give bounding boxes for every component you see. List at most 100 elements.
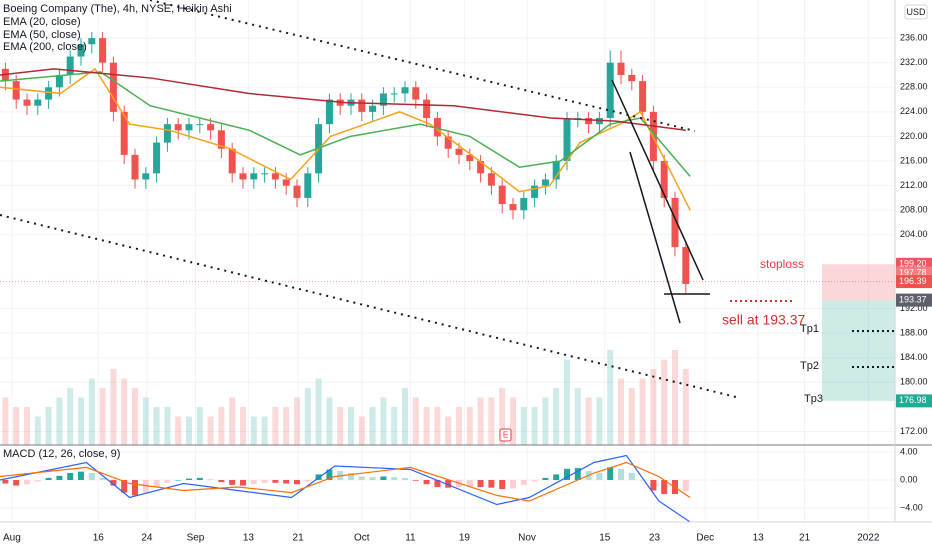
candle-body — [142, 173, 150, 180]
y-tick-label: 180.00 — [900, 377, 928, 387]
macd-histogram-bar — [402, 477, 409, 480]
candle-body — [23, 99, 31, 106]
volume-bar — [153, 407, 160, 445]
candle-body — [531, 185, 539, 198]
y-tick-label: 188.00 — [900, 328, 928, 338]
legend-entry: EMA (20, close) — [3, 16, 81, 28]
macd-histogram-bar — [391, 477, 398, 480]
macd-histogram-bar — [434, 480, 441, 487]
candle-body — [207, 124, 215, 131]
macd-histogram-bar — [2, 480, 9, 484]
macd-histogram-bar — [34, 480, 41, 482]
candle-body — [498, 185, 506, 205]
macd-histogram-bar — [499, 480, 506, 490]
macd-histogram-bar — [326, 469, 333, 480]
macd-histogram-bar — [240, 480, 247, 486]
x-tick-label: 15 — [599, 533, 611, 544]
y-tick-label: 172.00 — [900, 426, 928, 436]
candle-body — [487, 173, 495, 186]
volume-bar — [607, 350, 614, 445]
volume-bar — [294, 397, 301, 445]
x-tick-label: 21 — [799, 533, 811, 544]
lower-trendline — [0, 214, 741, 399]
candle-body — [174, 124, 182, 131]
volume-bar — [13, 407, 20, 445]
volume-bar — [531, 407, 538, 445]
macd-tick-label: 4.00 — [900, 446, 918, 456]
ema-line — [0, 71, 691, 177]
macd-histogram-bar — [250, 480, 257, 485]
price-label-bg — [896, 293, 932, 307]
macd-histogram-bar — [628, 473, 635, 480]
candle-body — [153, 142, 161, 174]
currency-box[interactable] — [904, 4, 928, 20]
y-tick-label: 212.00 — [900, 180, 928, 190]
candle-body — [88, 38, 96, 45]
candle-body — [520, 197, 528, 211]
price-label: 197.78 — [899, 267, 927, 277]
candle-body — [261, 173, 269, 175]
candle-body — [671, 197, 679, 248]
x-tick-label: 16 — [93, 533, 105, 544]
macd-histogram-bar — [218, 480, 225, 483]
volume-bar — [132, 388, 139, 445]
candle-body — [628, 74, 636, 82]
volume-bar — [358, 416, 365, 445]
volume-bar — [164, 407, 171, 445]
macd-histogram-bar — [78, 471, 85, 480]
macd-histogram-bar — [358, 476, 365, 480]
macd-histogram-bar — [99, 477, 106, 480]
macd-histogram-bar — [261, 480, 268, 483]
volume-bar — [542, 397, 549, 445]
x-tick-label: 19 — [459, 533, 471, 544]
volume-bar — [402, 388, 409, 445]
y-tick-label: 228.00 — [900, 82, 928, 92]
macd-title: MACD (12, 26, close, 9) — [3, 448, 120, 460]
volume-bar — [412, 397, 419, 445]
candle-body — [617, 62, 625, 75]
macd-histogram-bar — [164, 480, 171, 483]
candle-body — [552, 161, 560, 180]
candle-body — [682, 247, 690, 284]
macd-histogram-bar — [186, 478, 193, 480]
legend-entry: EMA (50, close) — [3, 29, 81, 41]
price-label-bg — [896, 394, 932, 408]
macd-histogram-bar — [488, 480, 495, 488]
macd-histogram-bar — [153, 480, 160, 487]
macd-histogram-bar — [142, 480, 149, 493]
volume-bar — [574, 388, 581, 445]
y-tick-label: 192.00 — [900, 303, 928, 313]
macd-histogram-bar — [132, 480, 139, 496]
candle-body — [358, 99, 366, 112]
candle-body — [444, 136, 452, 149]
candle-body — [401, 87, 409, 94]
x-tick-label: 2022 — [857, 533, 880, 544]
volume-bar — [672, 350, 679, 445]
volume-bar — [261, 416, 268, 445]
volume-bar — [121, 378, 128, 445]
price-label: 193.37 — [899, 295, 927, 305]
volume-bar — [423, 407, 430, 445]
x-tick-label: 23 — [649, 533, 661, 544]
x-tick-label: Nov — [518, 533, 536, 544]
x-tick-label: 21 — [293, 533, 305, 544]
x-tick-label: 13 — [243, 533, 255, 544]
signal-line — [0, 461, 691, 502]
y-tick-label: 232.00 — [900, 57, 928, 67]
tp-label: Tp2 — [800, 360, 819, 372]
candle-body — [477, 161, 485, 174]
volume-bar — [682, 369, 689, 445]
earnings-marker[interactable] — [499, 428, 512, 442]
macd-histogram-bar — [348, 473, 355, 480]
price-pane — [0, 31, 691, 294]
candle-body — [423, 99, 431, 119]
candle-body — [45, 87, 53, 100]
candle-body — [293, 185, 301, 198]
macd-histogram-bar — [121, 480, 128, 493]
candle-body — [131, 154, 139, 180]
candle-body — [163, 124, 171, 143]
volume-bar — [434, 407, 441, 445]
x-tick-label: Sep — [187, 533, 205, 544]
candle-body — [228, 148, 236, 174]
